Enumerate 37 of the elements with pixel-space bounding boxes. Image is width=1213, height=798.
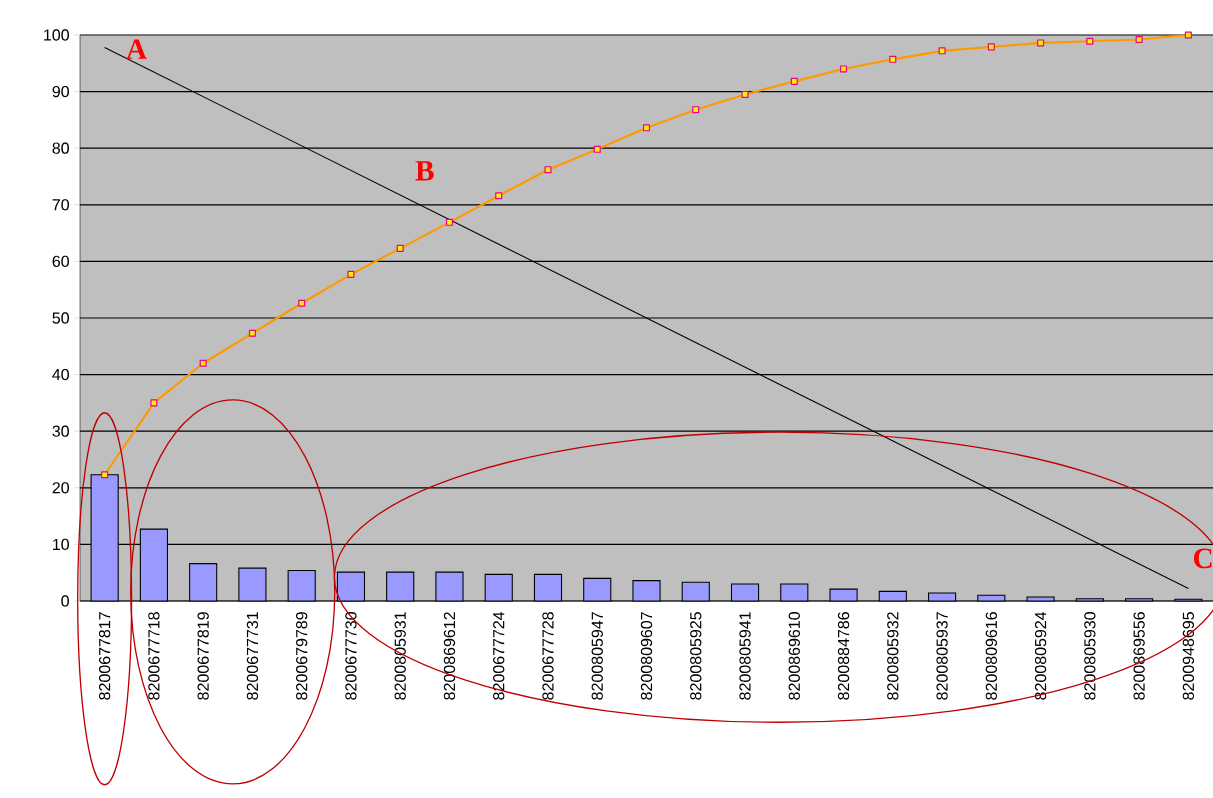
y-tick-label: 70	[52, 199, 69, 211]
x-tick-label: 8200805924	[1034, 611, 1047, 700]
y-tick-label: 40	[52, 368, 69, 381]
x-tick-label: 8200884786	[837, 612, 850, 700]
y-tick-label: 20	[52, 482, 69, 494]
y-tick-label: 80	[52, 142, 69, 154]
x-tick-label: 8200805931	[394, 612, 406, 700]
x-tick-label: 8200869556	[1133, 612, 1145, 700]
x-tick-label: 8200805937	[936, 612, 948, 700]
x-tick-label: 8200805947	[591, 612, 603, 700]
x-tick-label: 8200809616	[985, 612, 997, 700]
x-tick-label: 8200805925	[690, 612, 702, 700]
y-tick-label: 0	[61, 595, 69, 607]
x-tick-label: 8200679789	[296, 612, 308, 700]
x-tick-label: 8200948695	[1182, 612, 1195, 700]
y-tick-label: 30	[52, 425, 69, 437]
y-tick-label: 50	[52, 312, 69, 324]
x-tick-label: 8200805941	[739, 612, 751, 700]
x-tick-label: 8200677718	[148, 612, 160, 700]
x-tick-label: 8200869610	[788, 612, 800, 700]
y-tick-label: 10	[53, 538, 69, 551]
x-tick-label: 8200869612	[443, 612, 456, 700]
x-tick-label: 8200677819	[197, 612, 209, 700]
x-tick-label: 8200805930	[1084, 612, 1096, 700]
y-tick-label: 60	[52, 255, 69, 268]
x-tick-label: 8200805932	[887, 612, 899, 700]
annotation: C	[1194, 548, 1212, 569]
annotation: B	[415, 161, 434, 181]
x-tick-label: 8200677731	[246, 612, 259, 700]
y-tick-label: 90	[52, 85, 69, 98]
y-tick-label: 100	[44, 29, 69, 41]
annotation: A	[126, 39, 147, 59]
x-tick-label: 8200677724	[493, 611, 505, 700]
x-tick-label: 8200677730	[345, 612, 357, 700]
x-tick-label: 8200809607	[640, 612, 653, 700]
x-tick-label: 8200677817	[98, 612, 111, 700]
x-tick-label: 8200677728	[542, 612, 554, 700]
